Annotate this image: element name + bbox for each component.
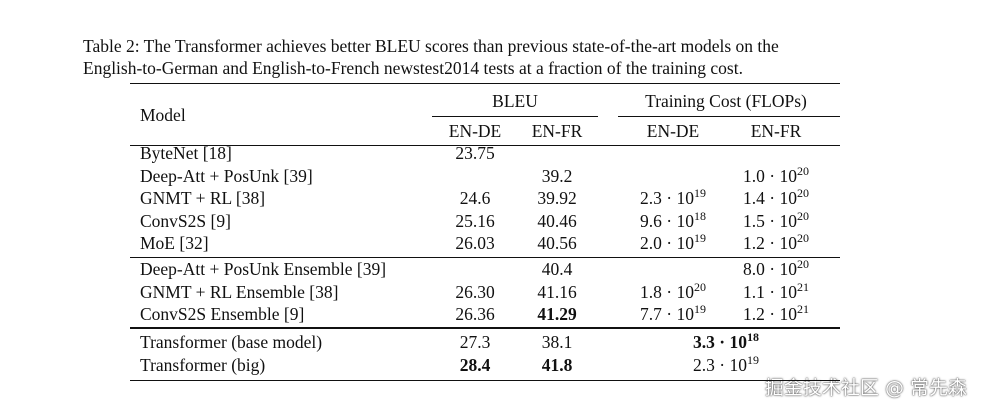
header-cost: Training Cost (FLOPs): [645, 91, 807, 111]
mantissa: 1.2 · 10: [743, 233, 797, 253]
mantissa: 1.5 · 10: [743, 210, 797, 231]
mantissa: 3.3 · 10: [693, 332, 747, 352]
bleu-cell: 39.92: [537, 188, 577, 208]
exponent: 20: [796, 257, 809, 271]
cost-cell: 1.4 · 1020: [743, 186, 809, 208]
mantissa: 7.7 · 10: [640, 304, 694, 324]
exponent: 21: [796, 279, 809, 294]
group-rule: [130, 257, 840, 258]
model-cell: ByteNet [18]: [140, 143, 232, 163]
bleu-cell: 26.36: [455, 304, 495, 324]
header-rule: [130, 145, 840, 146]
mantissa: 1.4 · 10: [743, 188, 797, 208]
model-cell: Deep-Att + PosUnk Ensemble [39]: [140, 259, 387, 279]
exponent: 19: [693, 231, 706, 245]
exponent: 21: [796, 302, 809, 316]
caption-line: English-to-German and English-to-French …: [83, 58, 743, 78]
header-sub: EN-FR: [750, 121, 802, 141]
bleu-cell: 23.75: [455, 143, 495, 163]
model-cell: GNMT + RL Ensemble [38]: [140, 281, 339, 302]
header-sub: EN-DE: [646, 121, 700, 141]
exponent: 20: [796, 186, 809, 200]
cost-cell: 2.3 · 1019: [693, 352, 759, 375]
exponent: 20: [796, 163, 809, 178]
cost-cell: 1.0 · 1020: [743, 163, 809, 186]
header-sub: EN-DE: [448, 121, 502, 141]
exponent: 20: [693, 279, 706, 294]
cost-cell: 8.0 · 1020: [743, 257, 809, 279]
bottom-rule: [130, 380, 840, 381]
cost-rule: [618, 116, 840, 117]
exponent: 18: [693, 208, 706, 223]
exponent: 20: [796, 231, 809, 245]
cost-cell: 1.1 · 1021: [743, 279, 809, 302]
bleu-cell: 26.30: [455, 281, 495, 302]
mantissa: 2.0 · 10: [640, 233, 694, 253]
mantissa: 8.0 · 10: [743, 259, 797, 279]
mantissa: 1.0 · 10: [743, 165, 797, 186]
exponent: 18: [746, 330, 759, 344]
bleu-cell: 41.29: [537, 304, 577, 324]
cost-cell: 1.2 · 1020: [743, 231, 809, 253]
header-bleu: BLEU: [492, 91, 538, 111]
bleu-cell: 40.4: [541, 259, 573, 279]
cost-cell: 2.0 · 1019: [640, 231, 706, 253]
model-cell: GNMT + RL [38]: [140, 188, 266, 208]
cost-cell: 1.8 · 1020: [640, 279, 706, 302]
model-cell: Transformer (base model): [140, 332, 323, 352]
bleu-cell: 27.3: [459, 332, 491, 352]
cost-cell: 3.3 · 1018: [693, 330, 759, 352]
mantissa: 1.1 · 10: [743, 281, 797, 302]
mantissa: 2.3 · 10: [693, 354, 747, 375]
cost-cell: 7.7 · 1019: [640, 302, 706, 324]
mantissa: 1.8 · 10: [640, 281, 694, 302]
bleu-cell: 41.8: [541, 354, 573, 375]
model-cell: Deep-Att + PosUnk [39]: [140, 165, 313, 186]
bleu-cell: 41.16: [537, 281, 577, 302]
mantissa: 2.3 · 10: [640, 188, 694, 208]
model-cell: ConvS2S Ensemble [9]: [140, 304, 305, 324]
exponent: 19: [693, 302, 706, 316]
group-rule: [130, 327, 840, 329]
watermark: 掘金技术社区 @ 常先森: [764, 377, 967, 399]
header-model: Model: [140, 105, 186, 125]
header-sub: EN-FR: [531, 121, 583, 141]
cost-cell: 2.3 · 1019: [640, 186, 706, 208]
model-cell: ConvS2S [9]: [140, 210, 231, 231]
exponent: 19: [693, 186, 706, 200]
mantissa: 9.6 · 10: [640, 210, 694, 231]
caption-line: Table 2: The Transformer achieves better…: [83, 36, 779, 56]
bleu-cell: 26.03: [455, 233, 495, 253]
bleu-cell: 39.2: [541, 165, 573, 186]
model-cell: MoE [32]: [140, 233, 209, 253]
cost-cell: 1.5 · 1020: [743, 208, 809, 231]
bleu-cell: 38.1: [541, 332, 573, 352]
bleu-cell: 40.46: [537, 210, 577, 231]
top-rule: [130, 83, 840, 84]
bleu-cell: 40.56: [537, 233, 577, 253]
bleu-cell: 24.6: [459, 188, 491, 208]
bleu-cell: 25.16: [455, 210, 495, 231]
exponent: 20: [796, 208, 809, 223]
cost-cell: 1.2 · 1021: [743, 302, 809, 324]
exponent: 19: [746, 352, 759, 367]
mantissa: 1.2 · 10: [743, 304, 797, 324]
bleu-rule: [432, 116, 598, 117]
bleu-cell: 28.4: [459, 354, 491, 375]
cost-cell: 9.6 · 1018: [640, 208, 706, 231]
model-cell: Transformer (big): [140, 354, 266, 375]
